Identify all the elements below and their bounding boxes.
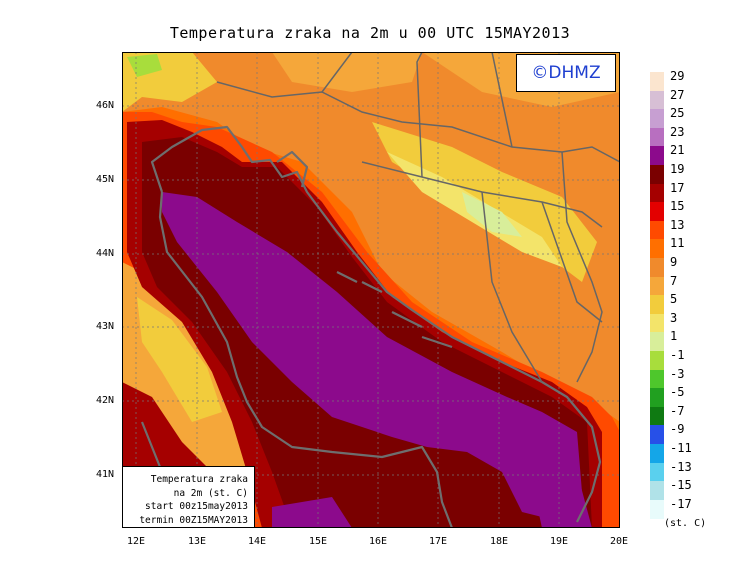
legend-level-label: -5	[670, 385, 685, 400]
legend-level-label: 23	[670, 124, 685, 139]
legend-level-label: -9	[670, 422, 685, 437]
legend-level-label: 7	[670, 273, 678, 288]
legend-level-label: 11	[670, 236, 685, 251]
legend-level-label: -3	[670, 366, 685, 381]
lat-label-42n: 42N	[96, 395, 115, 406]
legend-level-label: 27	[670, 87, 685, 102]
lon-label-18e: 18E	[489, 536, 509, 547]
legend-level-label: -15	[670, 478, 692, 493]
legend-level-label: 15	[670, 199, 685, 214]
temperature-field	[122, 52, 620, 528]
legend-level-label: -1	[670, 348, 685, 362]
legend-swatch	[650, 146, 664, 166]
legend-level-label: -13	[670, 459, 692, 474]
legend-swatch	[650, 425, 664, 445]
info-line-3: start 00z15may2013	[145, 501, 248, 512]
coastline	[140, 125, 602, 528]
legend-swatch	[650, 332, 664, 352]
legend-swatch	[650, 220, 664, 240]
lon-label-12e: 12E	[126, 536, 146, 547]
south-sea-hot-patch	[272, 497, 352, 528]
lat-label-43n: 43N	[96, 321, 115, 332]
legend-swatch	[650, 90, 664, 110]
info-box: Temperatura zraka na 2m (st. C) start 00…	[122, 466, 255, 528]
legend-level-label: 25	[670, 106, 685, 121]
lon-label-13e: 13E	[187, 536, 207, 547]
legend-swatch	[650, 202, 664, 222]
legend-swatch	[650, 165, 664, 184]
legend-swatch	[650, 72, 664, 91]
legend-swatch	[650, 406, 664, 426]
legend-swatch	[650, 444, 664, 463]
alps-cold-spot	[127, 54, 162, 77]
legend-level-label: 19	[670, 162, 685, 176]
legend-level-label: 13	[670, 217, 685, 232]
legend-swatch	[650, 109, 664, 129]
info-line-1: Temperatura zraka	[150, 474, 248, 485]
legend-level-label: -17	[670, 496, 692, 511]
legend-swatch	[650, 239, 664, 259]
info-line-4: termin 00Z15MAY2013	[139, 514, 248, 526]
mountain-cold-spot	[462, 192, 522, 237]
legend-level-label: -7	[670, 403, 685, 418]
country-borders	[216, 52, 620, 383]
legend-swatch	[650, 388, 664, 408]
legend-swatch	[650, 369, 664, 389]
graticule	[122, 52, 620, 528]
italy-interior-cool	[137, 297, 222, 422]
lon-label-17e: 17E	[428, 536, 448, 547]
legend-level-label: -11	[670, 441, 692, 455]
lat-label-46n: 46N	[96, 100, 115, 111]
pannonian-zone	[272, 52, 422, 92]
legend-swatch	[650, 499, 664, 519]
legend-level-label: 5	[670, 292, 678, 307]
legend-swatch	[650, 462, 664, 482]
lon-label-16e: 16E	[368, 536, 388, 547]
legend-swatch	[650, 276, 664, 296]
ionian-hot-patch	[532, 472, 592, 528]
dhmz-logo: ©DHMZ	[516, 54, 616, 92]
lon-label-14e: 14E	[247, 536, 267, 547]
lat-label-45n: 45N	[96, 174, 115, 185]
legend-swatch	[650, 295, 664, 315]
legend-unit: (st. C)	[664, 518, 707, 529]
legend-swatch	[650, 258, 664, 277]
lon-label-15e: 15E	[308, 536, 328, 547]
lat-label-44n: 44N	[96, 248, 115, 259]
lon-label-19e: 19E	[549, 536, 569, 547]
lat-label-41n: 41N	[96, 469, 115, 480]
sea-hottest-zone	[162, 192, 582, 522]
legend-swatch	[650, 481, 664, 501]
legend-level-label: 3	[670, 310, 678, 325]
map-frame	[122, 52, 620, 528]
map-title: Temperatura zraka na 2m u 00 UTC 15MAY20…	[169, 24, 571, 42]
legend-level-label: 21	[670, 143, 685, 158]
legend-level-label: 9	[670, 255, 678, 269]
legend-swatch	[650, 351, 664, 370]
legend-swatch	[650, 127, 664, 147]
info-line-2: na 2m (st. C)	[173, 487, 248, 499]
legend-level-label: 17	[670, 180, 685, 195]
lon-label-20e: 20E	[609, 536, 629, 547]
legend-swatch	[650, 183, 664, 203]
temperature-map: ©DHMZ Temperatura zraka na 2m (st. C) st…	[122, 52, 620, 528]
legend-level-label: 1	[670, 329, 678, 344]
legend-swatch	[650, 313, 664, 333]
legend-level-label: 29	[670, 69, 685, 83]
